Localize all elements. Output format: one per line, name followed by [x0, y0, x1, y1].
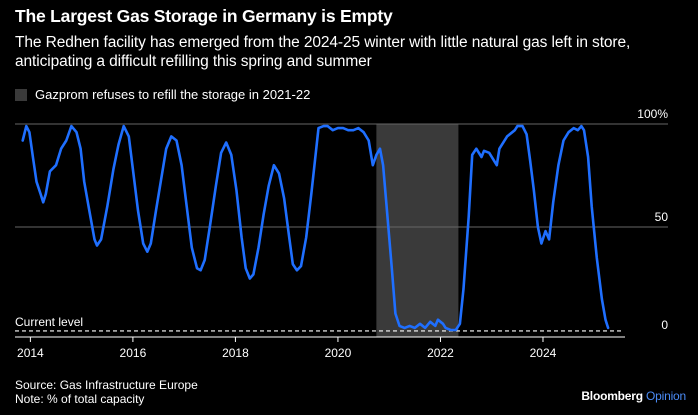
source-note: Source: Gas Infrastructure Europe: [15, 378, 198, 392]
x-tick-label-2016: 2016: [120, 346, 147, 360]
x-tick-label-2024: 2024: [530, 346, 557, 360]
legend-swatch-shaded-period: [15, 88, 27, 101]
brand-section: Opinion: [646, 389, 686, 403]
x-tick-label-2014: 2014: [17, 346, 44, 360]
y-tick-label-0: 0: [661, 318, 668, 332]
y-tick-label-50: 50: [655, 210, 669, 224]
x-tick-label-2022: 2022: [427, 346, 454, 360]
capacity-note: Note: % of total capacity: [15, 392, 145, 406]
chart-title: The Largest Gas Storage in Germany is Em…: [15, 6, 393, 26]
storage-level-line-0: [21, 124, 610, 332]
y-tick-label-100: 100%: [637, 107, 668, 121]
brand-name: Bloomberg: [581, 389, 643, 403]
x-tick-label-2020: 2020: [325, 346, 352, 360]
chart-area: 100% 50 0 Current level 2014 2016 2018 2020 2022…: [15, 107, 669, 360]
legend-label-shaded-period: Gazprom refuses to refill the storage in…: [35, 87, 311, 102]
footer: Source: Gas Infrastructure Europe Note: …: [15, 378, 198, 406]
x-tick-label-2018: 2018: [222, 346, 249, 360]
shaded-period: [376, 124, 459, 337]
legend: Gazprom refuses to refill the storage in…: [15, 87, 310, 102]
current-level-label: Current level: [15, 315, 83, 329]
chart-subtitle: The Redhen facility has emerged from the…: [15, 34, 631, 70]
brand-logo: Bloomberg Opinion: [581, 389, 686, 403]
